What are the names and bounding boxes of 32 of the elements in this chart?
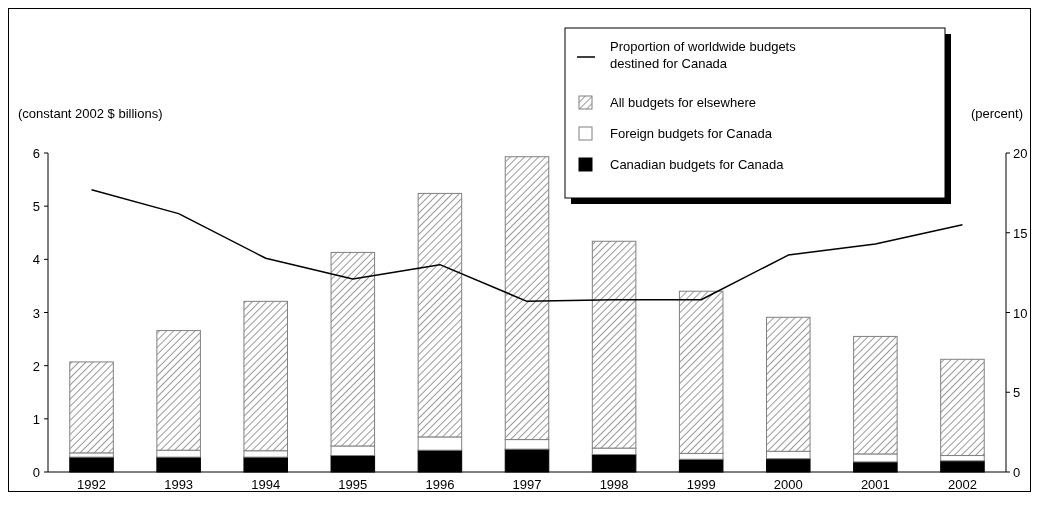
x-tick-label: 1998 xyxy=(599,477,629,492)
y2-tick-label: 10 xyxy=(1013,305,1028,321)
y-tick-label: 6 xyxy=(32,146,40,161)
y-tick-label: 4 xyxy=(32,252,40,268)
legend-label: Canadian budgets for Canada xyxy=(610,157,785,172)
legend-label: Foreign budgets for Canada xyxy=(610,126,773,141)
bar xyxy=(69,361,114,454)
x-tick-label: 1992 xyxy=(77,477,107,492)
x-tick-label: 2001 xyxy=(860,477,890,492)
y-tick-label: 3 xyxy=(32,305,40,321)
bar xyxy=(940,358,985,457)
y2-tick-label: 5 xyxy=(1013,385,1021,401)
x-tick-label: 2000 xyxy=(773,477,803,492)
x-tick-label: 1999 xyxy=(686,477,716,492)
x-tick-label: 1996 xyxy=(425,477,455,492)
x-tick-label: 2002 xyxy=(947,477,977,492)
line-series xyxy=(90,188,964,303)
y-tick-label: 1 xyxy=(32,411,40,427)
y2-tick-label: 0 xyxy=(1013,465,1021,480)
x-tick-label: 1993 xyxy=(164,477,194,492)
y-tick-label: 5 xyxy=(32,199,40,215)
legend-label: Proportion of worldwide budgets destined for Canada xyxy=(610,39,797,71)
y-axis-title: (constant 2002 $ billions) xyxy=(18,106,163,121)
y2-tick-label: 15 xyxy=(1013,225,1028,241)
y-tick-label: 2 xyxy=(32,358,40,374)
y2-tick-label: 20 xyxy=(1013,146,1028,161)
y2-axis-title: (percent) xyxy=(970,106,1023,121)
legend-label: All budgets for elsewhere xyxy=(610,95,756,110)
x-tick-label: 1997 xyxy=(512,477,542,492)
x-tick-label: 1994 xyxy=(251,477,281,492)
y-tick-label: 0 xyxy=(32,465,40,480)
x-tick-label: 1995 xyxy=(338,477,368,492)
